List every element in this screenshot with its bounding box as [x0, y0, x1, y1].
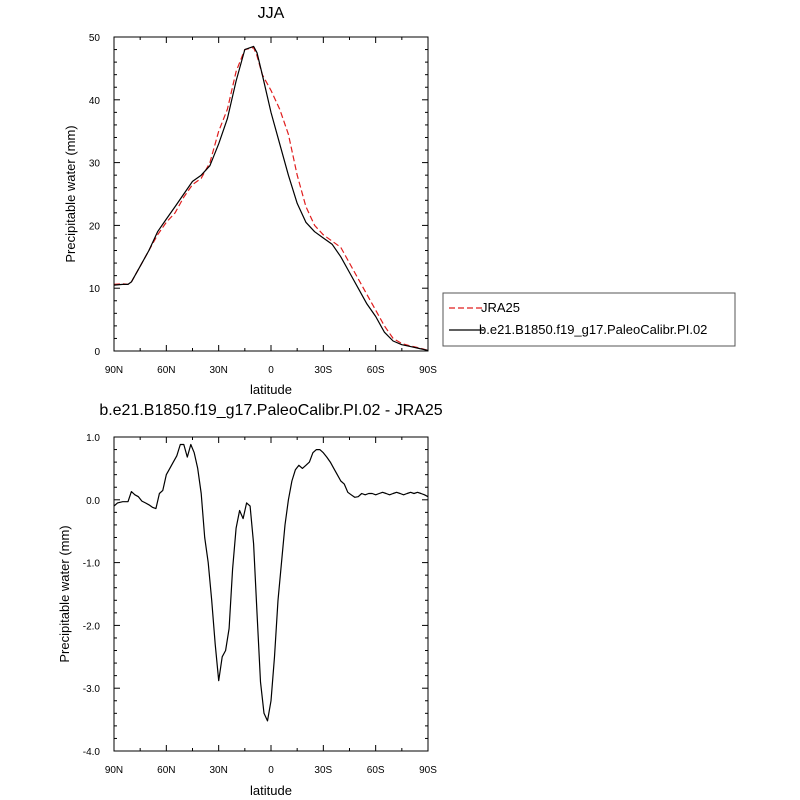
legend: JRA25 b.e21.B1850.f19_g17.PaleoCalibr.PI… — [442, 292, 736, 347]
top-x-tick-label: 0 — [268, 365, 274, 376]
top-chart-title: JJA — [258, 5, 285, 22]
top-plot-frame — [113, 36, 429, 352]
bottom-x-tick-label: 60S — [367, 765, 385, 776]
top-x-tick-label: 90N — [105, 365, 123, 376]
bottom-y-tick-label: 1.0 — [86, 433, 100, 444]
top-x-tick-label: 60N — [157, 365, 175, 376]
bottom-x-axis-label: latitude — [250, 783, 292, 798]
top-ticks: 90N 60N 30N 0 30S 60S 90S 0 10 20 30 40 50 — [89, 33, 437, 376]
bottom-y-tick-label: -1.0 — [83, 559, 101, 570]
bottom-series-line-0 — [113, 443, 429, 722]
top-y-tick-label: 20 — [89, 221, 101, 232]
bottom-ticks: 90N 60N 30N 0 30S 60S 90S 1.0 0.0 -1.0 -2.0 -3.0 -4.… — [83, 433, 437, 776]
top-series-line-0 — [113, 47, 429, 351]
top-x-tick-label: 30N — [209, 365, 227, 376]
bottom-x-tick-label: 30S — [314, 765, 332, 776]
bottom-x-tick-label: 0 — [268, 765, 274, 776]
top-y-tick-label: 0 — [94, 347, 100, 358]
top-x-tick-label: 90S — [419, 365, 437, 376]
bottom-plot-frame — [113, 436, 429, 752]
bottom-plot-area — [113, 443, 429, 722]
bottom-y-tick-label: -4.0 — [83, 747, 101, 758]
top-x-axis-label: latitude — [250, 382, 292, 397]
bottom-x-tick-label: 90S — [419, 765, 437, 776]
bottom-x-tick-label: 30N — [209, 765, 227, 776]
top-panel: JJA Precipitable water (mm) latitude 90N… — [63, 5, 736, 397]
legend-box — [442, 292, 736, 347]
bottom-x-tick-label: 60N — [157, 765, 175, 776]
top-y-tick-label: 30 — [89, 159, 101, 170]
bottom-y-tick-label: -2.0 — [83, 621, 101, 632]
top-series-line-1 — [113, 45, 429, 351]
legend-label-jra25: JRA25 — [481, 300, 520, 315]
top-x-tick-label: 30S — [314, 365, 332, 376]
top-y-axis-label: Precipitable water (mm) — [63, 125, 78, 262]
bottom-y-axis-label: Precipitable water (mm) — [57, 525, 72, 662]
top-y-tick-label: 50 — [89, 33, 101, 44]
bottom-chart-title: b.e21.B1850.f19_g17.PaleoCalibr.PI.02 - … — [99, 402, 442, 419]
top-y-tick-label: 10 — [89, 284, 101, 295]
top-plot-area — [113, 45, 429, 351]
top-x-tick-label: 60S — [367, 365, 385, 376]
legend-label-model: b.e21.B1850.f19_g17.PaleoCalibr.PI.02 — [479, 322, 707, 337]
top-y-tick-label: 40 — [89, 96, 101, 107]
bottom-y-tick-label: 0.0 — [86, 496, 100, 507]
bottom-y-tick-label: -3.0 — [83, 684, 101, 695]
bottom-panel: b.e21.B1850.f19_g17.PaleoCalibr.PI.02 - … — [57, 402, 443, 798]
bottom-x-tick-label: 90N — [105, 765, 123, 776]
